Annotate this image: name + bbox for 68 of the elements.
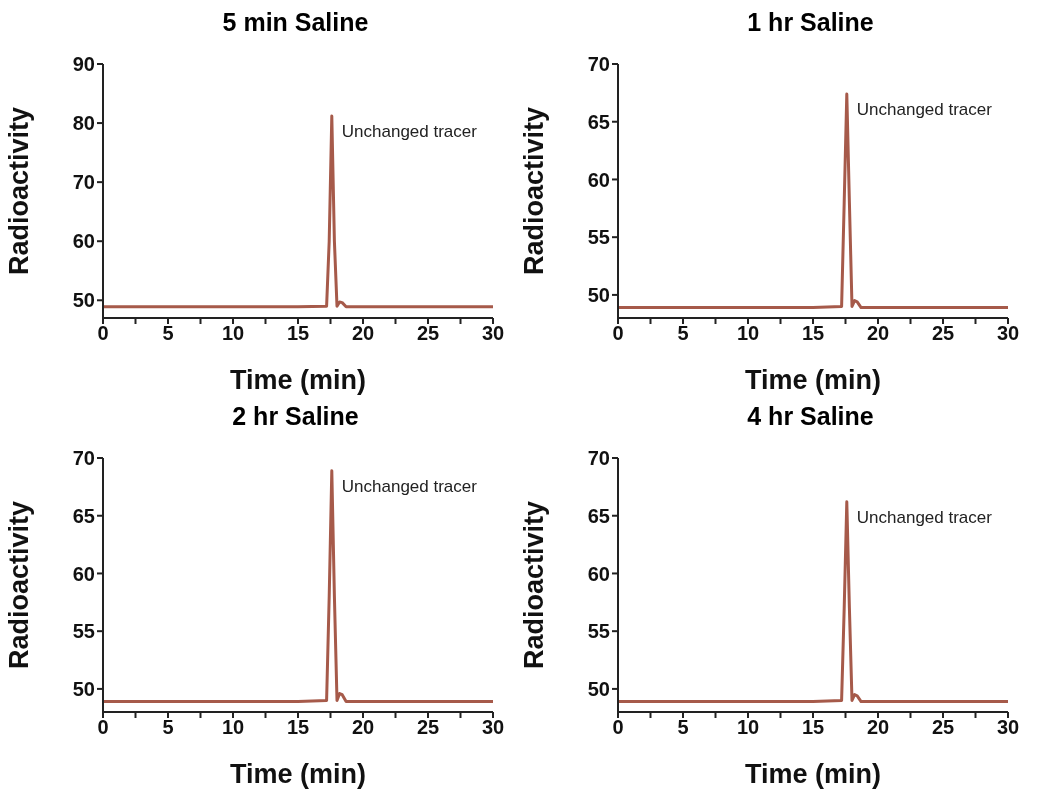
y-axis-title: Radioactivity	[518, 500, 549, 670]
x-tick-label: 15	[801, 716, 825, 739]
chart-title: 5 min Saline	[221, 8, 370, 38]
y-tick-label: 70	[72, 447, 95, 470]
x-tick-label: 0	[612, 716, 624, 739]
y-tick-label: 60	[72, 562, 95, 585]
y-tick-label: 70	[587, 447, 610, 470]
x-tick-label: 30	[996, 716, 1020, 739]
y-tick-label: 60	[72, 230, 95, 253]
x-tick-label: 5	[677, 716, 689, 739]
y-tick-label: 60	[587, 562, 610, 585]
y-tick-label: 65	[587, 110, 610, 133]
x-tick-label: 10	[736, 322, 760, 345]
x-tick-label: 10	[736, 716, 760, 739]
x-tick-label: 15	[801, 322, 825, 345]
x-tick-label: 30	[481, 322, 505, 345]
chart-title: 2 hr Saline	[231, 402, 360, 432]
annotation: Unchanged tracer	[341, 476, 477, 497]
x-tick-label: 20	[866, 716, 890, 739]
line-series	[618, 500, 1008, 704]
y-tick-label: 65	[72, 504, 95, 527]
y-tick-label: 80	[72, 112, 95, 135]
annotation: Unchanged tracer	[856, 507, 992, 528]
x-axis-title: Time (min)	[744, 759, 882, 789]
x-tick-label: 20	[866, 322, 890, 345]
line-series	[618, 92, 1008, 310]
annotation: Unchanged tracer	[856, 100, 992, 121]
y-tick-label: 70	[72, 171, 95, 194]
x-tick-label: 5	[677, 322, 689, 345]
y-tick-label: 50	[72, 678, 95, 701]
annotation: Unchanged tracer	[341, 121, 477, 142]
x-tick-label: 0	[97, 322, 109, 345]
y-axis-title: Radioactivity	[3, 106, 34, 276]
y-tick-label: 65	[587, 504, 610, 527]
x-tick-label: 10	[221, 716, 245, 739]
y-tick-label: 55	[72, 620, 95, 643]
y-tick-label: 50	[587, 678, 610, 701]
chart-title: 1 hr Saline	[746, 8, 875, 38]
chart-title: 4 hr Saline	[746, 402, 875, 432]
x-tick-label: 15	[286, 716, 310, 739]
x-tick-label: 10	[221, 322, 245, 345]
y-tick-label: 70	[587, 53, 610, 76]
y-tick-label: 50	[587, 284, 610, 307]
y-tick-label: 50	[72, 289, 95, 312]
x-tick-label: 30	[481, 716, 505, 739]
x-tick-label: 25	[931, 322, 955, 345]
y-axis-title: Radioactivity	[3, 500, 34, 670]
x-tick-label: 5	[162, 716, 174, 739]
x-tick-label: 5	[162, 322, 174, 345]
y-tick-label: 60	[587, 168, 610, 191]
x-tick-label: 0	[97, 716, 109, 739]
x-tick-label: 25	[931, 716, 955, 739]
x-axis-title: Time (min)	[229, 759, 367, 789]
line-series	[103, 114, 493, 309]
y-axis-title: Radioactivity	[518, 106, 549, 276]
x-tick-label: 20	[351, 322, 375, 345]
line-series	[103, 469, 493, 704]
y-tick-label: 90	[72, 53, 95, 76]
x-tick-label: 25	[416, 322, 440, 345]
x-tick-label: 25	[416, 716, 440, 739]
x-tick-label: 0	[612, 322, 624, 345]
y-tick-label: 55	[587, 226, 610, 249]
x-tick-label: 15	[286, 322, 310, 345]
y-tick-label: 55	[587, 620, 610, 643]
x-tick-label: 30	[996, 322, 1020, 345]
x-tick-label: 20	[351, 716, 375, 739]
x-axis-title: Time (min)	[229, 365, 367, 395]
x-axis-title: Time (min)	[744, 365, 882, 395]
